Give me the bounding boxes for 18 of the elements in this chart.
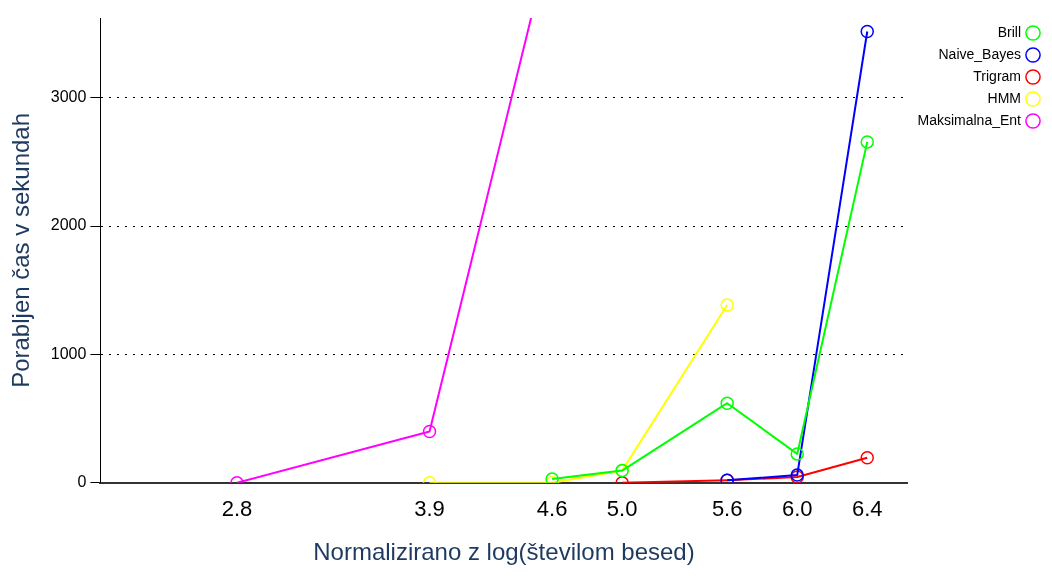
y-tick-label: 0 [77, 473, 87, 491]
x-tick-label: 6.0 [781, 496, 813, 522]
x-tick-label: 2.8 [221, 496, 253, 522]
x-tick-label: 3.9 [414, 496, 445, 522]
y-axis-title: Porabljen čas v sekundah [7, 112, 35, 388]
x-axis-title: Normalizirano z log(številom besed) [313, 538, 695, 566]
legend-label: Naive_Bayes [938, 45, 1021, 62]
x-tick-label: 5.0 [606, 496, 638, 522]
y-tick-label: 1000 [50, 344, 87, 362]
legend-label: Maksimalna_Ent [917, 111, 1022, 128]
legend-label: Brill [997, 23, 1021, 40]
legend-label: Trigram [973, 67, 1021, 84]
y-tick-label: 3000 [50, 88, 87, 106]
x-tick-label: 5.6 [711, 496, 743, 522]
y-tick-label: 2000 [50, 216, 87, 234]
x-tick-label: 6.4 [851, 496, 883, 522]
x-tick-label: 4.6 [536, 496, 568, 522]
legend-label: HMM [987, 89, 1021, 106]
